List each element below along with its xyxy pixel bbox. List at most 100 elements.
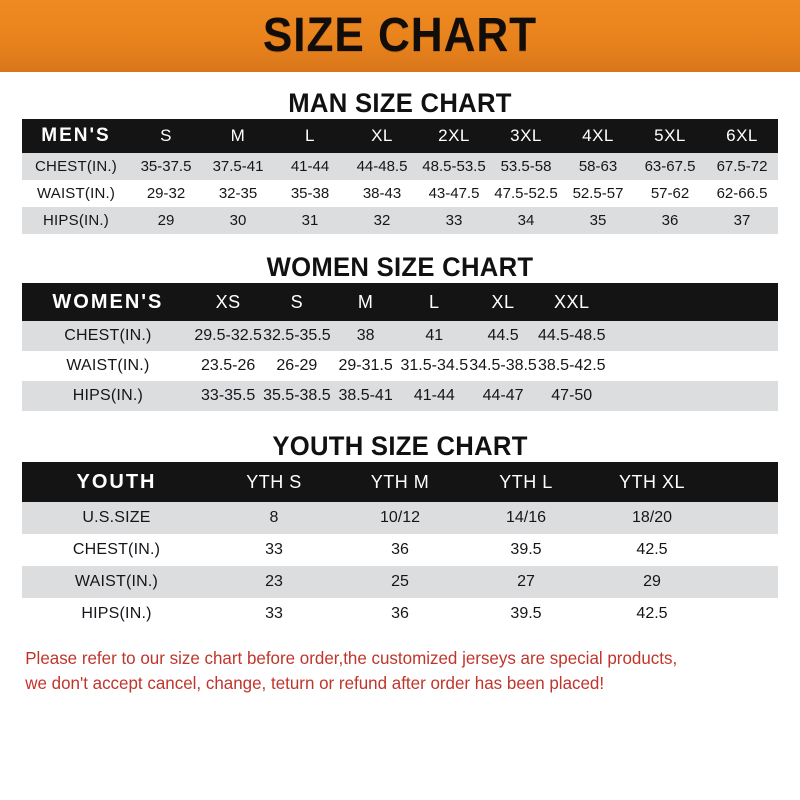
man-row-label: CHEST(IN.) <box>35 158 117 175</box>
youth-cell-value: 27 <box>517 573 535 590</box>
women-cell-value: 38.5-41 <box>338 387 393 404</box>
women-cell-value: 44-47 <box>482 387 524 404</box>
table-row: WAIST(IN.) 23.5-26 26-29 29-31.5 31.5-34.5 34… <box>22 351 778 381</box>
man-cell-value: 44-48.5 <box>356 158 408 175</box>
women-cell-value: 34.5-38.5 <box>469 357 537 374</box>
youth-cell-value: 25 <box>391 573 409 590</box>
man-cell-value: 32 <box>373 212 391 229</box>
man-cell-value: 33 <box>445 212 463 229</box>
man-row-label: HIPS(IN.) <box>43 212 109 229</box>
women-column-header: XXL <box>553 291 590 312</box>
order-policy-line-1: Please refer to our size chart before or… <box>25 648 678 668</box>
man-size-table: MEN'S S M L XL 2XL 3XL 4XL 5XL 6XL CHEST(IN.) 35-3… <box>22 119 778 234</box>
man-cell-value: 34 <box>517 212 535 229</box>
table-row: CHEST(IN.) 29.5-32.5 32.5-35.5 38 41 44.5 44.5… <box>22 321 778 351</box>
women-cell-value: 38.5-42.5 <box>537 357 606 374</box>
man-cell-value: 37.5-41 <box>212 158 264 175</box>
man-cell-value: 30 <box>229 212 247 229</box>
women-cell-value: 44.5-48.5 <box>537 327 606 344</box>
page-title: SIZE CHART <box>262 9 538 62</box>
man-cell-value: 37 <box>733 212 751 229</box>
youth-header-filler <box>715 462 778 502</box>
man-column-header: 4XL <box>582 126 614 145</box>
youth-row-label: U.S.SIZE <box>82 509 151 526</box>
man-section-title: MAN SIZE CHART <box>288 88 512 118</box>
man-cell-value: 43-47.5 <box>428 185 480 202</box>
youth-table-body: U.S.SIZE 8 10/12 14/16 18/20 CHEST(IN.) 33 36 3… <box>22 502 778 630</box>
man-column-header: 2XL <box>438 126 470 145</box>
women-table-body: CHEST(IN.) 29.5-32.5 32.5-35.5 38 41 44.5 44.5… <box>22 321 778 411</box>
women-header-row: WOMEN'S XS S M L XL XXL <box>22 283 778 321</box>
youth-cell-value: 42.5 <box>636 605 668 622</box>
page-banner: SIZE CHART <box>0 0 800 72</box>
man-column-header: XL <box>371 126 393 145</box>
man-row-label: WAIST(IN.) <box>36 185 116 202</box>
youth-cell-value: 10/12 <box>379 509 421 526</box>
man-table-wrapper: MEN'S S M L XL 2XL 3XL 4XL 5XL 6XL CHEST(IN.) 35-3… <box>0 119 800 234</box>
women-cell-value: 33-35.5 <box>201 387 256 404</box>
women-cell-value: 29.5-32.5 <box>194 327 262 344</box>
man-header-row: MEN'S S M L XL 2XL 3XL 4XL 5XL 6XL <box>22 119 778 153</box>
women-cell-value: 26-29 <box>276 357 318 374</box>
table-row: CHEST(IN.) 33 36 39.5 42.5 <box>22 534 778 566</box>
youth-cell-value: 8 <box>269 509 279 526</box>
table-row: CHEST(IN.) 35-37.5 37.5-41 41-44 44-48.5 48.5… <box>22 153 778 180</box>
man-cell-value: 63-67.5 <box>644 158 696 175</box>
man-cell-value: 48.5-53.5 <box>422 158 486 175</box>
man-column-header: 5XL <box>654 126 686 145</box>
table-row: HIPS(IN.) 33-35.5 35.5-38.5 38.5-41 41-44 44-… <box>22 381 778 411</box>
youth-table-wrapper: YOUTH YTH S YTH M YTH L YTH XL U.S.SIZE 8 10/1… <box>0 462 800 630</box>
man-column-header: 6XL <box>726 126 758 145</box>
women-cell-value: 41-44 <box>413 387 455 404</box>
man-table-corner-label: MEN'S <box>41 125 111 146</box>
women-row-filler <box>606 351 778 381</box>
youth-column-header: YTH L <box>499 471 553 492</box>
table-row: U.S.SIZE 8 10/12 14/16 18/20 <box>22 502 778 534</box>
women-table-wrapper: WOMEN'S XS S M L XL XXL CHEST(IN.) 29.5-32.5 32.… <box>0 283 800 411</box>
youth-row-label: CHEST(IN.) <box>72 541 161 558</box>
youth-column-header: YTH XL <box>618 471 686 492</box>
women-column-header: M <box>357 291 374 312</box>
youth-row-filler <box>715 566 778 598</box>
youth-cell-value: 33 <box>265 605 283 622</box>
man-column-header: M <box>230 126 246 145</box>
women-cell-value: 23.5-26 <box>201 357 256 374</box>
youth-cell-value: 42.5 <box>636 541 668 558</box>
man-column-header: 3XL <box>510 126 542 145</box>
man-cell-value: 58-63 <box>578 158 618 175</box>
youth-cell-value: 39.5 <box>510 541 542 558</box>
youth-section-title: YOUTH SIZE CHART <box>272 431 528 461</box>
youth-column-header: YTH M <box>370 471 430 492</box>
man-cell-value: 52.5-57 <box>572 185 624 202</box>
women-row-filler <box>606 321 778 351</box>
women-cell-value: 31.5-34.5 <box>400 357 469 374</box>
man-cell-value: 35-37.5 <box>140 158 192 175</box>
man-cell-value: 67.5-72 <box>716 158 768 175</box>
man-table-head: MEN'S S M L XL 2XL 3XL 4XL 5XL 6XL <box>22 119 778 153</box>
table-row: WAIST(IN.) 23 25 27 29 <box>22 566 778 598</box>
man-cell-value: 35-38 <box>290 185 330 202</box>
youth-cell-value: 36 <box>391 541 409 558</box>
youth-row-label: WAIST(IN.) <box>74 573 159 590</box>
man-cell-value: 29-32 <box>146 185 186 202</box>
women-row-label: WAIST(IN.) <box>66 357 150 374</box>
youth-cell-value: 33 <box>265 541 283 558</box>
women-table-corner-label: WOMEN'S <box>52 290 164 313</box>
man-column-header: S <box>160 126 172 145</box>
women-cell-value: 47-50 <box>551 387 593 404</box>
women-cell-value: 32.5-35.5 <box>263 327 331 344</box>
women-size-table: WOMEN'S XS S M L XL XXL CHEST(IN.) 29.5-32.5 32.… <box>22 283 778 411</box>
table-row: WAIST(IN.) 29-32 32-35 35-38 38-43 43-47.5 47.… <box>22 180 778 207</box>
man-cell-value: 32-35 <box>218 185 258 202</box>
women-section-title: WOMEN SIZE CHART <box>266 252 534 282</box>
youth-table-head: YOUTH YTH S YTH M YTH L YTH XL <box>22 462 778 502</box>
man-cell-value: 53.5-58 <box>500 158 552 175</box>
man-cell-value: 57-62 <box>650 185 690 202</box>
women-column-header: XL <box>491 291 515 312</box>
women-row-label: CHEST(IN.) <box>64 327 152 344</box>
youth-cell-value: 18/20 <box>631 509 673 526</box>
man-cell-value: 38-43 <box>362 185 402 202</box>
women-column-header: L <box>429 291 440 312</box>
man-cell-value: 41-44 <box>290 158 330 175</box>
